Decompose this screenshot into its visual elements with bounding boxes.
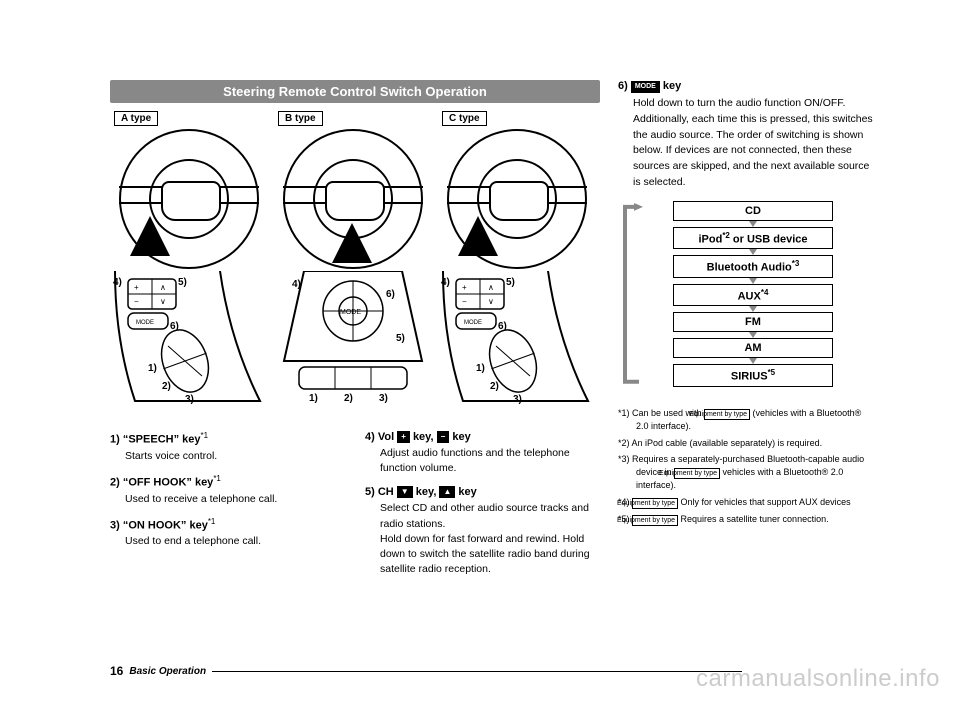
- callout-5: 5): [178, 277, 187, 288]
- callout-b4: 4): [292, 279, 301, 290]
- svg-text:+: +: [462, 283, 467, 292]
- page-footer: 16 Basic Operation: [110, 664, 742, 678]
- callout-b2: 2): [344, 393, 353, 404]
- callout-3: 3): [185, 394, 194, 405]
- footnotes: *1) Can be used with Equipment by type (…: [618, 407, 873, 525]
- callout-c4: 4): [441, 277, 450, 288]
- keys-mid-col: 4) Vol + key, − key Adjust audio functio…: [365, 431, 600, 588]
- key-1-desc: Starts voice control.: [125, 449, 345, 464]
- right-column: 6) MODE key Hold down to turn the audio …: [618, 80, 873, 588]
- flow-sirius: SIRIUS*5: [673, 364, 833, 387]
- key-5-name-a: CH: [378, 486, 394, 498]
- up-icon: ▲: [439, 486, 455, 498]
- minus-icon: −: [437, 431, 450, 443]
- key-6-name: key: [663, 80, 681, 92]
- mode-icon: MODE: [631, 81, 660, 93]
- keys-left-col: 1) “SPEECH” key*1 Starts voice control. …: [110, 431, 345, 588]
- key-6-desc: Hold down to turn the audio function ON/…: [633, 96, 873, 191]
- callout-b3: 3): [379, 393, 388, 404]
- callout-b6: 6): [386, 289, 395, 300]
- key-2-num: 2): [110, 477, 120, 489]
- key-1-num: 1): [110, 434, 120, 446]
- key-2-desc: Used to receive a telephone call.: [125, 492, 345, 507]
- svg-text:MODE: MODE: [464, 320, 482, 326]
- key-5-name-b: key: [458, 486, 476, 498]
- svg-text:−: −: [462, 297, 467, 306]
- plus-icon: +: [397, 431, 410, 443]
- key-6-num: 6): [618, 80, 628, 92]
- key-descriptions: 1) “SPEECH” key*1 Starts voice control. …: [110, 431, 600, 588]
- callout-c6: 6): [498, 321, 507, 332]
- callout-c3: 3): [513, 394, 522, 405]
- callout-b1: 1): [309, 393, 318, 404]
- key-3-name: “ON HOOK” key: [123, 519, 208, 531]
- flow-ipod: iPod*2 or USB device: [673, 227, 833, 250]
- flow-fm: FM: [673, 312, 833, 332]
- key-3-sup: *1: [208, 517, 216, 526]
- key-4-num: 4): [365, 431, 375, 443]
- callout-c2: 2): [490, 381, 499, 392]
- flow-cd: CD: [673, 201, 833, 221]
- svg-text:∧: ∧: [488, 283, 494, 292]
- diagrams-row: A type + − ∧ ∨: [110, 111, 600, 411]
- key-1-sup: *1: [201, 431, 209, 440]
- key-4-mid: key,: [413, 431, 434, 443]
- mode-key-item: 6) MODE key Hold down to turn the audio …: [618, 80, 873, 191]
- fn2: *2) An iPod cable (available separately)…: [618, 437, 873, 450]
- key-5-mid: key,: [416, 486, 437, 498]
- callout-4: 4): [113, 277, 122, 288]
- key-3-num: 3): [110, 519, 120, 531]
- section-name: Basic Operation: [129, 666, 206, 677]
- callout-c5: 5): [506, 277, 515, 288]
- callout-c1: 1): [476, 363, 485, 374]
- section-title: Steering Remote Control Switch Operation: [110, 80, 600, 103]
- callout-6: 6): [170, 321, 179, 332]
- flow-am: AM: [673, 338, 833, 358]
- fn4-b: Only for vehicles that support AUX devic…: [678, 497, 851, 507]
- fn3-box: Equipment by type: [674, 468, 720, 479]
- flow-aux: AUX*4: [673, 284, 833, 307]
- key-4-name-b: key: [452, 431, 470, 443]
- down-icon: ▼: [397, 486, 413, 498]
- svg-text:∨: ∨: [488, 297, 494, 306]
- key-4-desc: Adjust audio functions and the telephone…: [380, 446, 600, 476]
- flow-bt: Bluetooth Audio*3: [673, 255, 833, 278]
- key-5-desc: Select CD and other audio source tracks …: [380, 501, 600, 577]
- diagram-a-label: A type: [114, 111, 158, 126]
- diagram-c: C type + − ∧ ∨: [438, 111, 596, 411]
- source-flow: CD iPod*2 or USB device Bluetooth Audio*…: [633, 201, 873, 388]
- svg-text:MODE: MODE: [136, 320, 154, 326]
- diagram-a: A type + − ∧ ∨: [110, 111, 268, 411]
- svg-text:+: +: [134, 283, 139, 292]
- diagram-b-label: B type: [278, 111, 323, 126]
- fn5-b: Requires a satellite tuner connection.: [678, 514, 829, 524]
- left-column: Steering Remote Control Switch Operation…: [110, 80, 600, 588]
- key-3-desc: Used to end a telephone call.: [125, 534, 345, 549]
- diagram-b: B type MODE: [274, 111, 432, 411]
- page-number: 16: [110, 664, 123, 678]
- svg-text:∨: ∨: [160, 297, 166, 306]
- callout-1: 1): [148, 363, 157, 374]
- fn4-box: Equipment by type: [632, 498, 678, 509]
- key-4-name-a: Vol: [378, 431, 394, 443]
- diagram-c-label: C type: [442, 111, 487, 126]
- callout-2: 2): [162, 381, 171, 392]
- callout-b5: 5): [396, 333, 405, 344]
- svg-text:∧: ∧: [160, 283, 166, 292]
- svg-text:−: −: [134, 297, 139, 306]
- key-5-num: 5): [365, 486, 375, 498]
- key-2-sup: *1: [213, 474, 221, 483]
- svg-text:MODE: MODE: [340, 309, 361, 316]
- key-1-name: “SPEECH” key: [123, 434, 201, 446]
- footer-rule: [212, 671, 742, 672]
- fn5-box: Equipment by type: [632, 515, 678, 526]
- fn1-box: Equipment by type: [704, 409, 750, 420]
- key-2-name: “OFF HOOK” key: [123, 477, 213, 489]
- watermark: carmanualsonline.info: [696, 665, 940, 693]
